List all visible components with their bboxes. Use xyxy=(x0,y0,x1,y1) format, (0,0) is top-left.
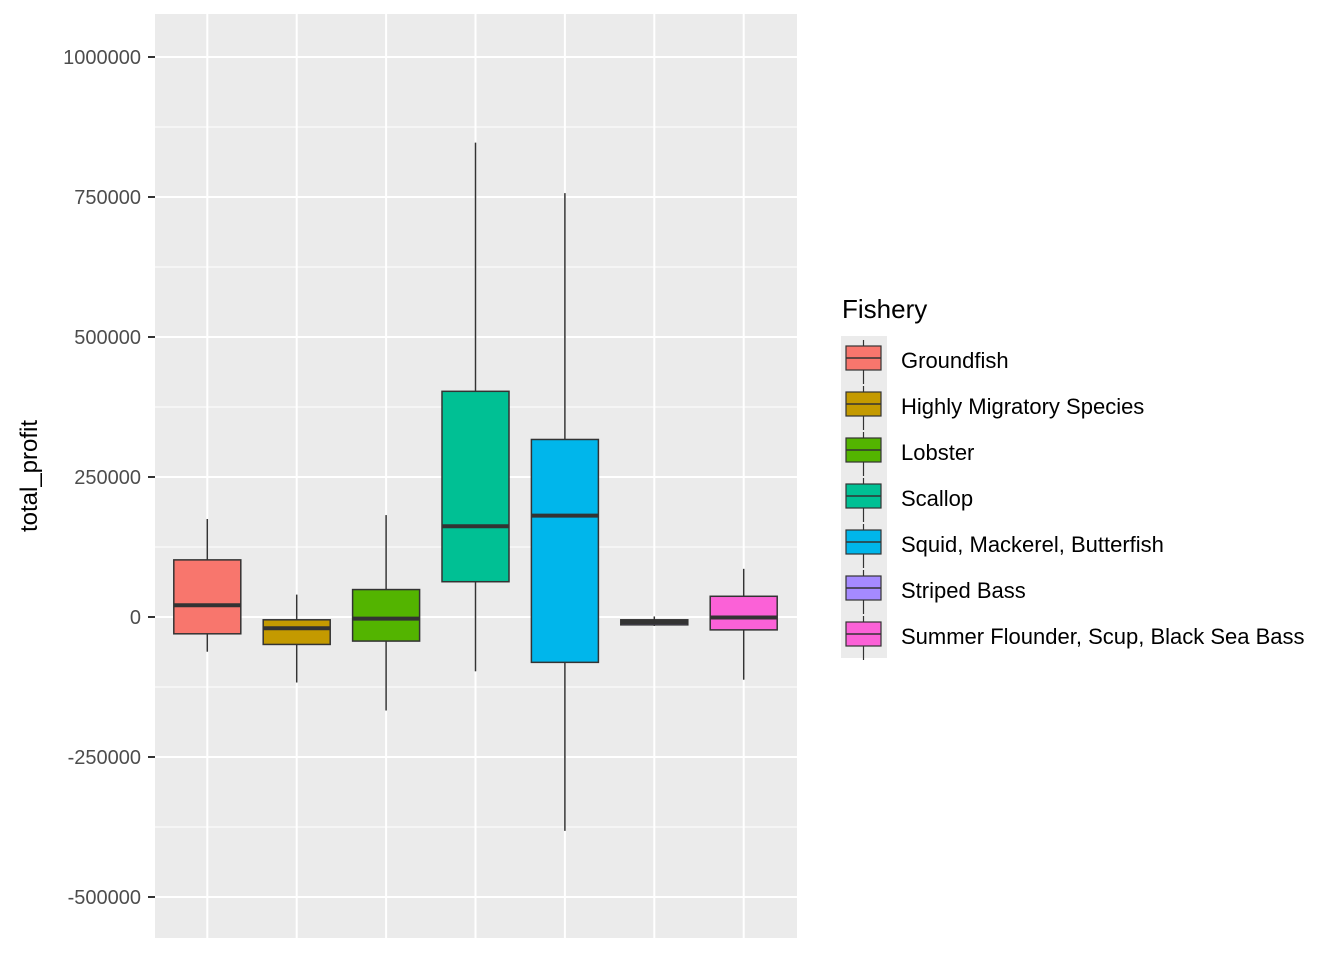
legend-label: Scallop xyxy=(901,486,973,511)
box-squid-mackerel-butterfish xyxy=(530,193,600,831)
box-lobster xyxy=(351,515,421,711)
y-axis: -500000 -250000 0 250000 500000 750000 1000000 xyxy=(63,47,155,909)
box-summer-flounder-scup-black-sea-bass xyxy=(709,568,778,680)
iqr-box xyxy=(173,559,242,635)
iqr-box xyxy=(262,619,331,646)
y-tick-label: 500000 xyxy=(74,327,141,349)
iqr-box xyxy=(530,438,600,664)
iqr-box xyxy=(351,588,421,642)
legend-item: Summer Flounder, Scup, Black Sea Bass xyxy=(845,616,1305,660)
box-groundfish xyxy=(173,519,242,652)
legend-title: Fishery xyxy=(842,294,927,324)
y-tick-label: 1000000 xyxy=(63,47,141,69)
legend-item: Squid, Mackerel, Butterfish xyxy=(845,524,1164,568)
legend-item: Highly Migratory Species xyxy=(845,386,1144,430)
y-tick-label: -500000 xyxy=(68,887,141,909)
box-striped-bass xyxy=(620,616,689,626)
legend-label: Lobster xyxy=(901,440,974,465)
iqr-box xyxy=(709,595,778,631)
legend-item: Striped Bass xyxy=(845,570,1026,614)
legend-label: Striped Bass xyxy=(901,578,1026,603)
legend-item: Scallop xyxy=(845,478,973,522)
box-highly-migratory-species xyxy=(262,594,331,683)
y-tick-label: 250000 xyxy=(74,467,141,489)
boxes-layer xyxy=(173,142,778,831)
legend-item: Lobster xyxy=(845,432,974,476)
legend-label: Squid, Mackerel, Butterfish xyxy=(901,532,1164,557)
y-tick-label: 750000 xyxy=(74,187,141,209)
legend-label: Summer Flounder, Scup, Black Sea Bass xyxy=(901,624,1305,649)
y-axis-title: total_profit xyxy=(16,420,43,532)
box-scallop xyxy=(441,142,510,672)
legend-item: Groundfish xyxy=(845,340,1009,384)
legend: Groundfish Highly Migratory Species Lobste… xyxy=(845,340,1305,660)
legend-label: Groundfish xyxy=(901,348,1009,373)
legend-label: Highly Migratory Species xyxy=(901,394,1144,419)
y-tick-label: -250000 xyxy=(68,747,141,769)
y-tick-label: 0 xyxy=(130,607,141,629)
iqr-box xyxy=(441,390,510,583)
